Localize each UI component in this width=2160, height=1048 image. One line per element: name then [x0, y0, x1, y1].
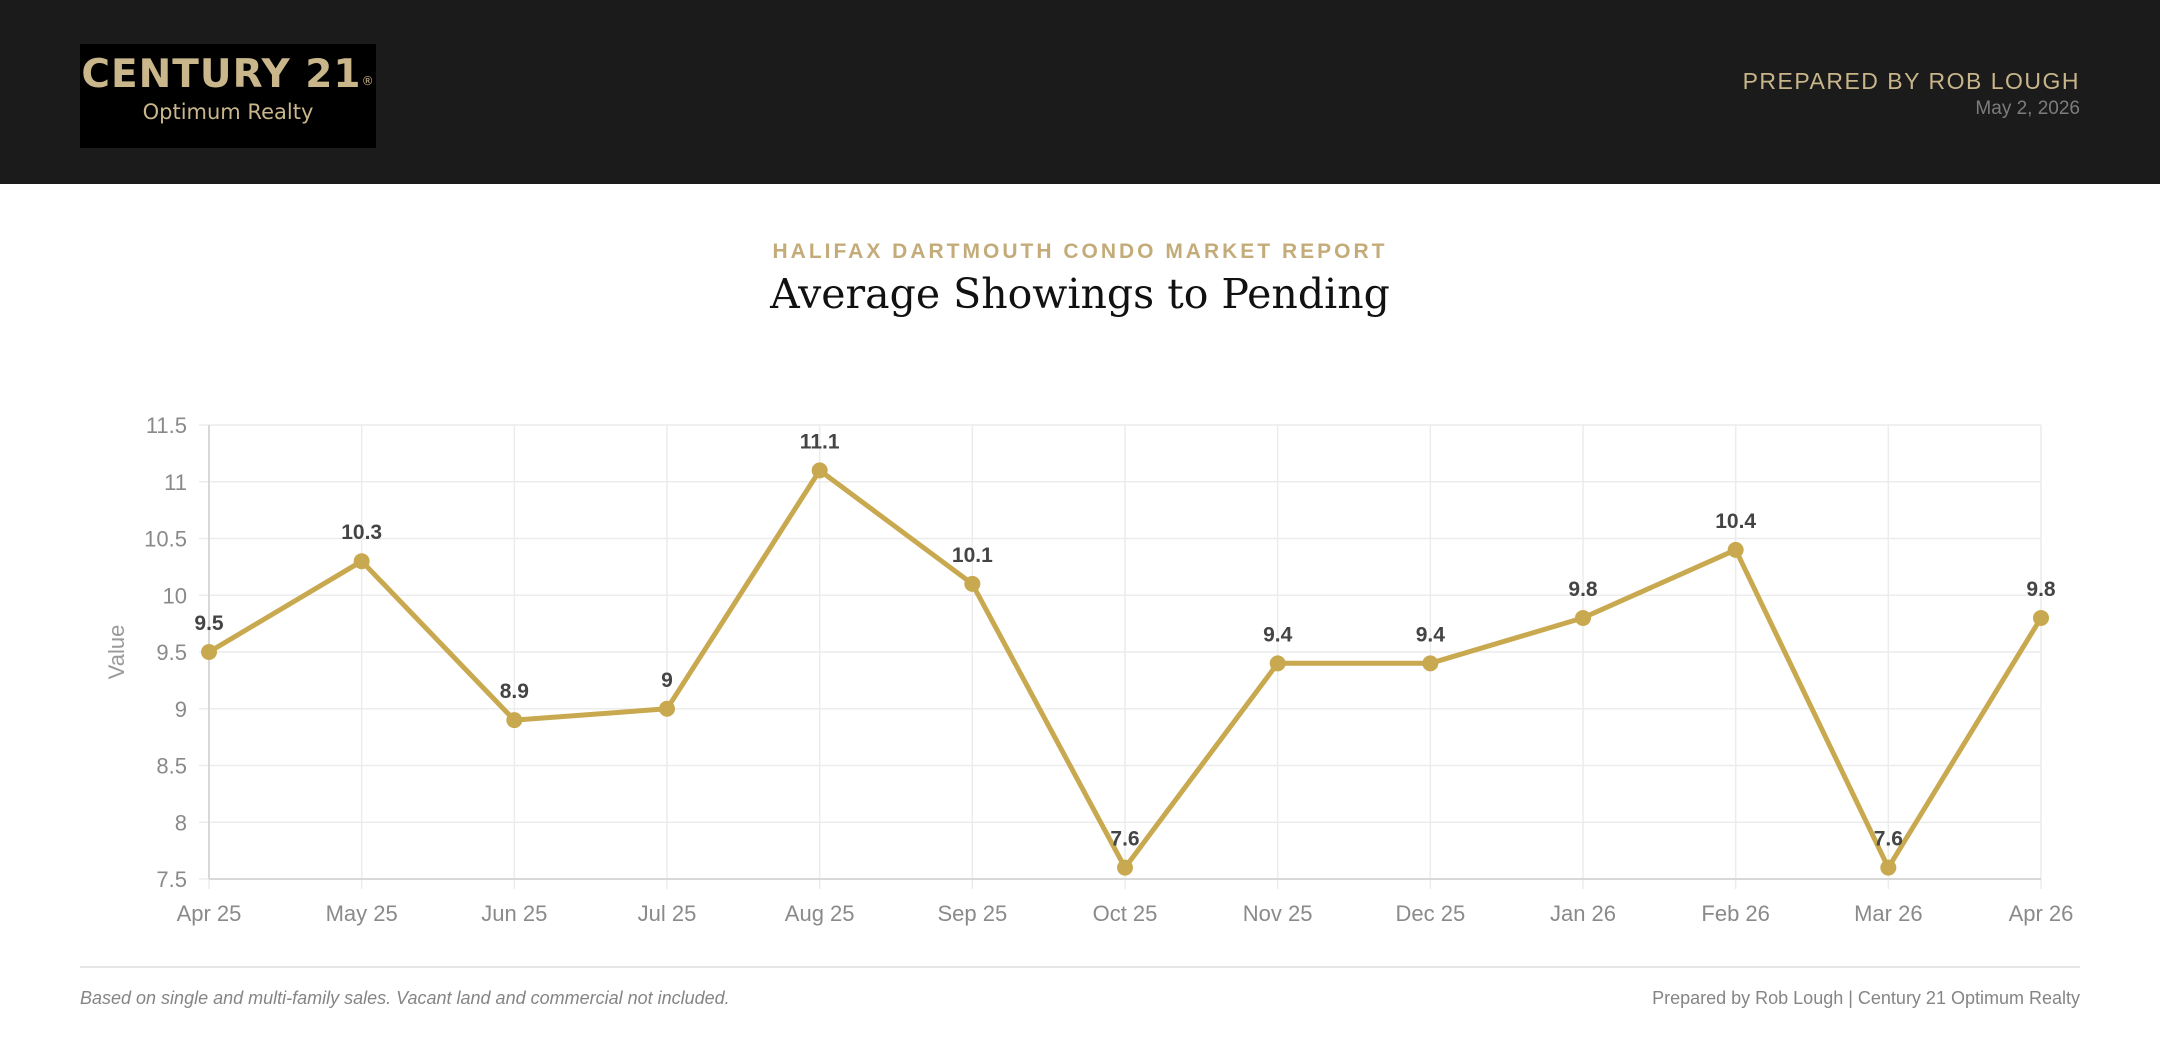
header-bar: CENTURY 21® Optimum Realty PREPARED BY R…: [0, 0, 2160, 184]
x-tick-label: Apr 26: [2009, 901, 2074, 926]
x-tick-label: Nov 25: [1243, 901, 1313, 926]
data-point: [1269, 655, 1286, 672]
data-point: [1422, 655, 1439, 672]
y-tick-label: 8: [175, 810, 187, 835]
report-date: May 2, 2026: [1975, 98, 2080, 119]
report-label: HALIFAX DARTMOUTH CONDO MARKET REPORT: [772, 240, 1388, 263]
data-point: [964, 575, 981, 592]
x-tick-label: Aug 25: [785, 901, 855, 926]
prepared-by: PREPARED BY ROB LOUGH: [1742, 68, 2080, 94]
report-title: Average Showings to Pending: [770, 270, 1390, 318]
y-tick-label: 8.5: [156, 754, 187, 779]
data-label: 10.4: [1715, 510, 1756, 533]
footer-divider: [80, 966, 2080, 968]
data-label: 9: [661, 669, 673, 692]
data-label: 8.9: [500, 680, 529, 703]
y-tick-label: 9: [175, 697, 187, 722]
logo-main-text: CENTURY 21: [81, 52, 362, 97]
y-tick-label: 10: [163, 583, 187, 608]
footer-note: Based on single and multi-family sales. …: [80, 988, 730, 1008]
data-label: 9.4: [1416, 623, 1446, 646]
data-point: [201, 644, 217, 660]
data-point: [1880, 859, 1897, 876]
y-tick-label: 11: [164, 470, 187, 495]
x-tick-label: Oct 25: [1093, 901, 1158, 926]
y-tick-label: 9.5: [156, 640, 187, 665]
y-tick-label: 10.5: [144, 527, 187, 552]
data-label: 9.4: [1263, 623, 1293, 646]
x-tick-label: Jan 26: [1550, 901, 1616, 926]
data-label: 10.3: [341, 521, 382, 544]
logo-wordmark: CENTURY 21®: [80, 52, 376, 97]
logo-subtitle: Optimum Realty: [142, 100, 314, 124]
data-point: [1727, 541, 1744, 558]
data-point: [506, 712, 523, 729]
century21-logo: CENTURY 21® Optimum Realty: [80, 44, 376, 148]
x-tick-label: May 25: [326, 901, 398, 926]
data-label: 7.6: [1110, 828, 1139, 851]
x-tick-label: Apr 25: [177, 901, 242, 926]
data-point: [353, 553, 370, 570]
data-label: 7.6: [1874, 828, 1903, 851]
data-point: [2033, 609, 2049, 626]
x-tick-label: Mar 26: [1854, 901, 1922, 926]
data-label: 9.8: [2026, 578, 2056, 601]
x-tick-label: Dec 25: [1395, 901, 1465, 926]
data-point: [811, 462, 828, 479]
data-label: 9.8: [1568, 578, 1598, 601]
x-tick-label: Jul 25: [638, 901, 697, 926]
x-tick-label: Jun 25: [481, 901, 547, 926]
data-point: [659, 700, 675, 717]
data-label: 11.1: [800, 430, 840, 453]
data-point: [1575, 609, 1591, 626]
x-tick-label: Sep 25: [937, 901, 1007, 926]
y-tick-label: 7.5: [156, 867, 187, 892]
y-axis-title: Value: [104, 625, 129, 680]
logo-registered-mark: ®: [361, 74, 375, 88]
footer-credit: Prepared by Rob Lough | Century 21 Optim…: [1652, 988, 2080, 1008]
data-point: [1117, 859, 1133, 876]
y-tick-label: 11.5: [146, 413, 187, 438]
x-tick-label: Feb 26: [1701, 901, 1770, 926]
data-label: 9.5: [194, 612, 224, 635]
data-label: 10.1: [952, 544, 993, 567]
